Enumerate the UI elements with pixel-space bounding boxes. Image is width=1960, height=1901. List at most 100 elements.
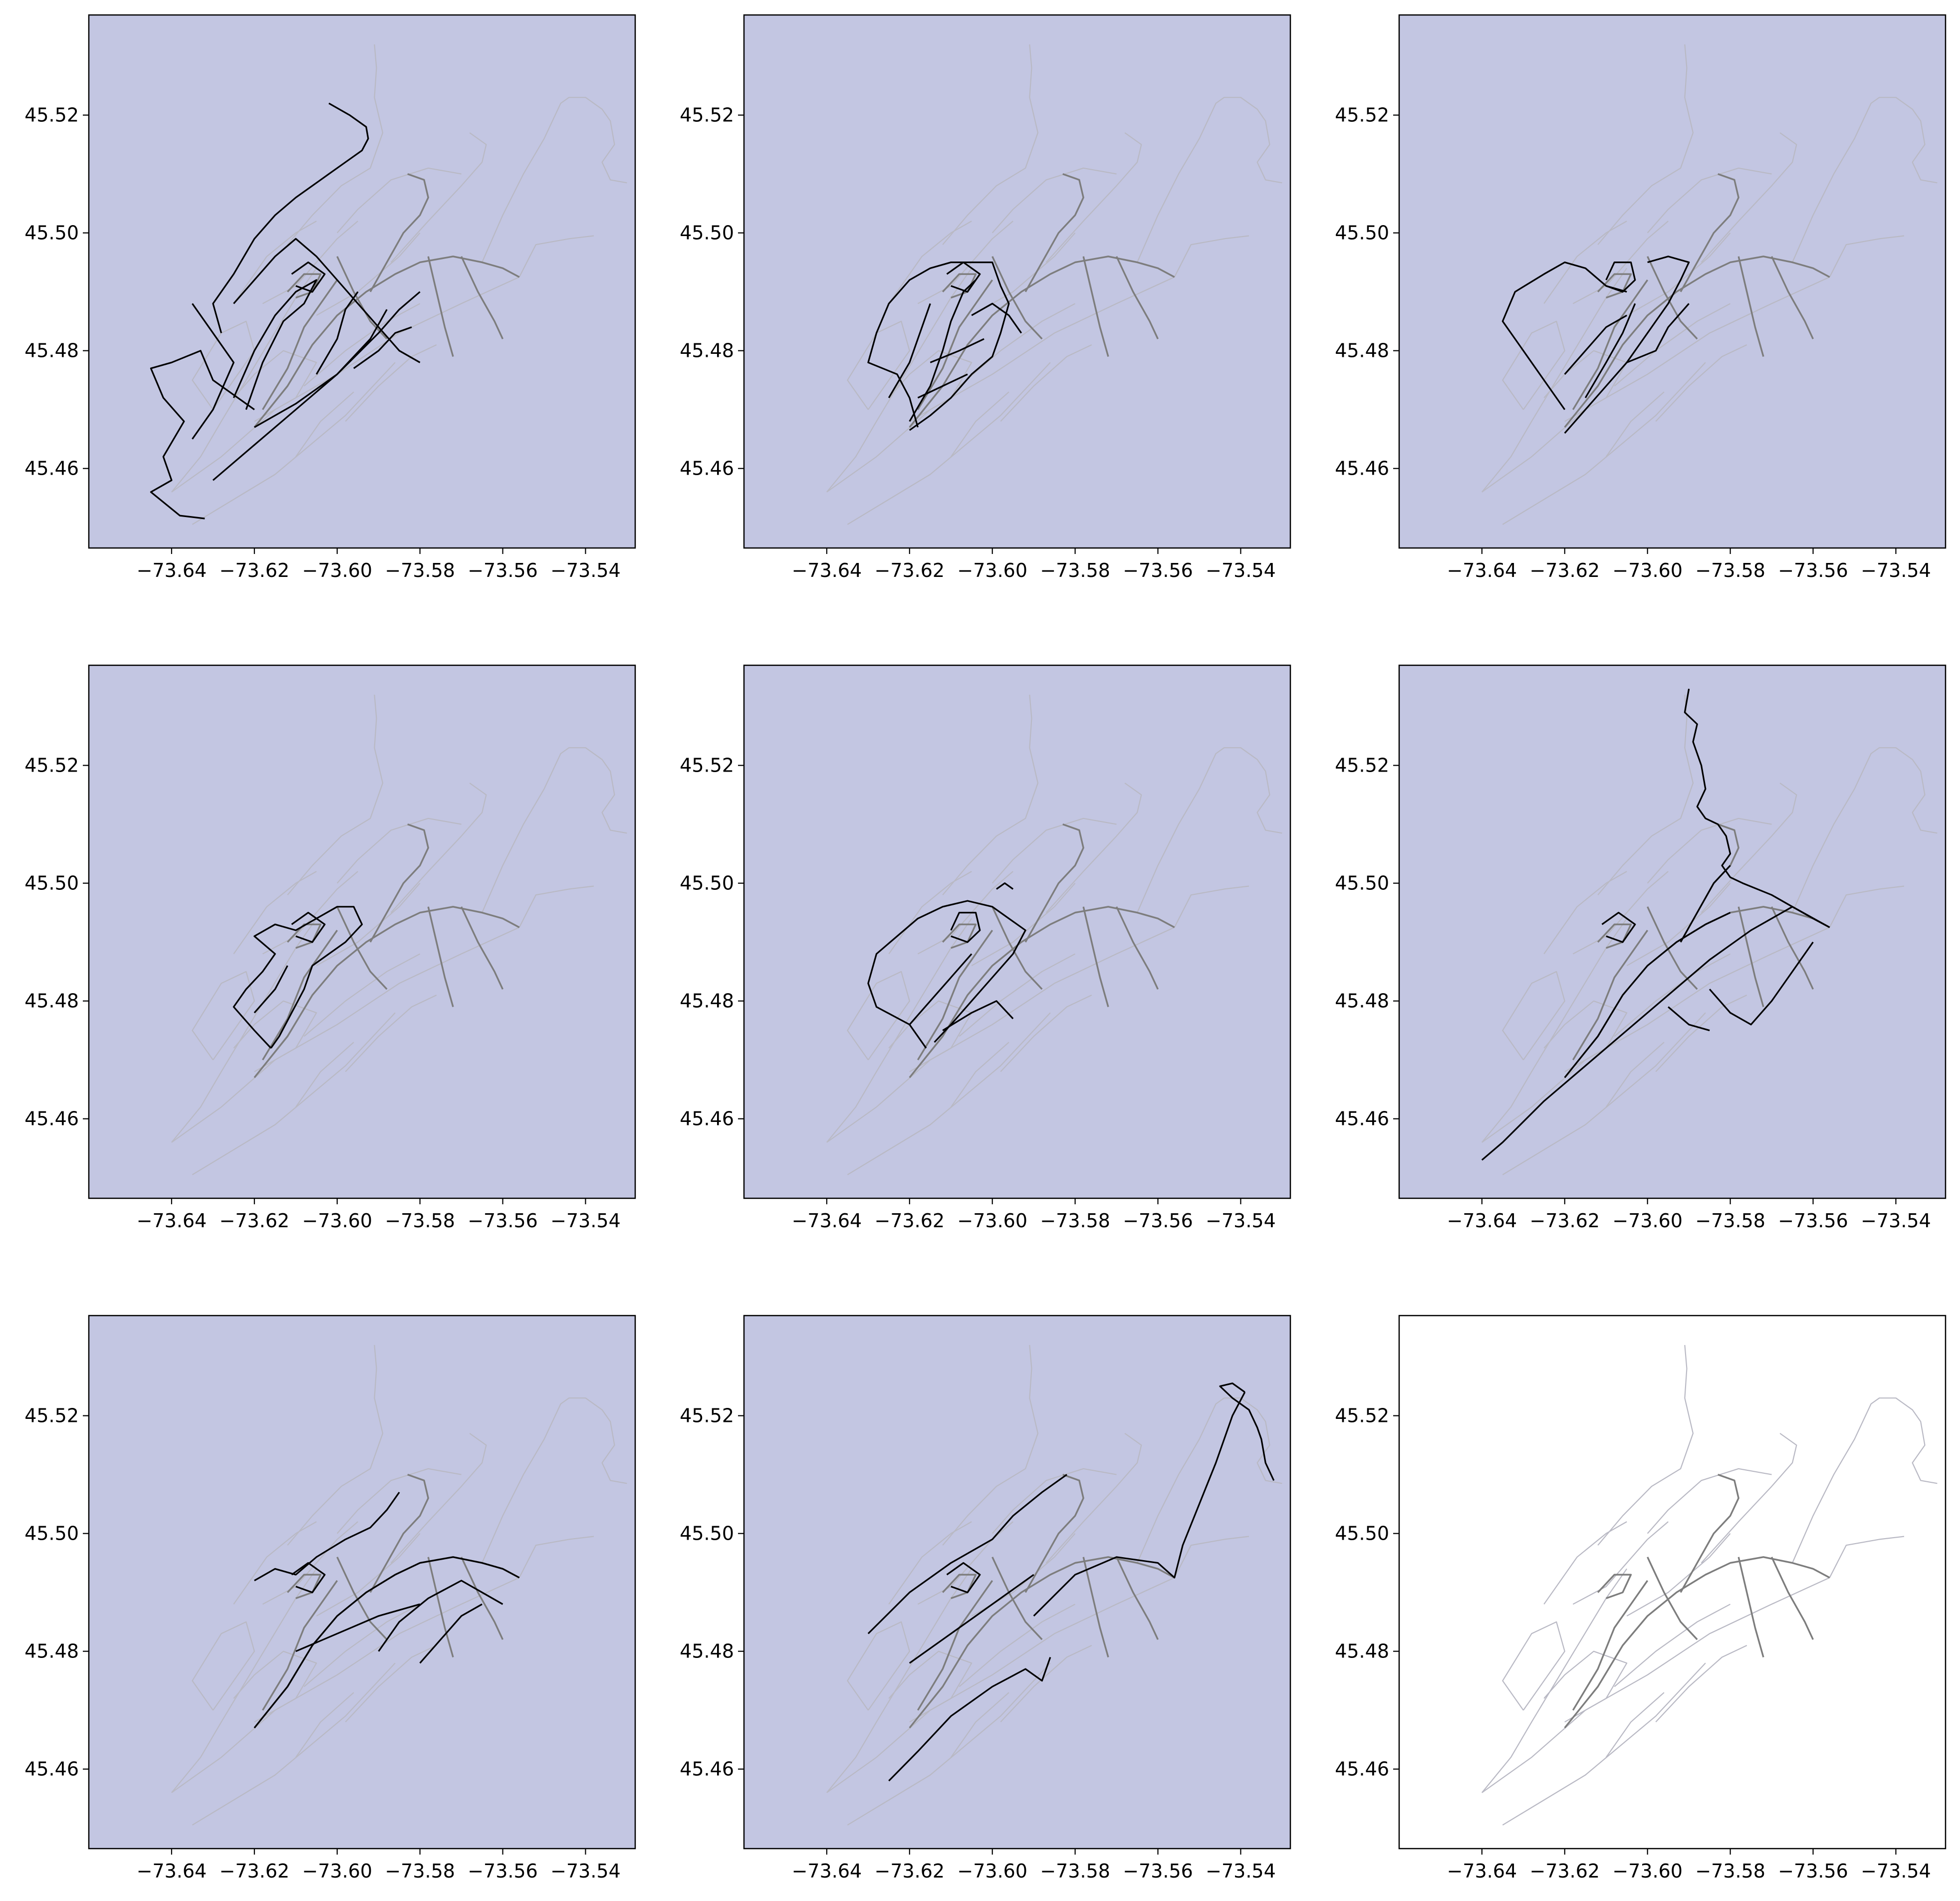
x-tick-label: −73.64: [792, 1860, 862, 1882]
frequent-route: [991, 906, 1043, 990]
background-route: [847, 971, 910, 1061]
frequent-route: [261, 279, 338, 410]
frequent-route: [1572, 1580, 1649, 1711]
background-route: [1572, 871, 1669, 955]
background-route: [295, 1042, 354, 1107]
x-tick-label: −73.58: [1695, 559, 1765, 581]
y-tick-label: 45.52: [1335, 755, 1389, 777]
background-route: [1597, 44, 1694, 245]
panel-grid: −73.64 −73.62 −73.60 −73.58 −73.56 −73.54 45.5…: [24, 14, 1947, 1882]
background-route: [991, 1468, 1117, 1534]
y-tick-label: 45.52: [680, 1405, 734, 1427]
track-layer: [826, 44, 1282, 525]
x-tick-label: −73.64: [1447, 559, 1517, 581]
background-route: [345, 1644, 437, 1723]
frequent-route: [1597, 923, 1632, 949]
map-panel-2: −73.64 −73.62 −73.60 −73.58 −73.56 −73.54 45.5…: [680, 14, 1291, 581]
background-route: [847, 1662, 1051, 1826]
frequent-route: [253, 256, 520, 428]
background-route: [1572, 1521, 1669, 1605]
highlighted-route: [909, 1574, 1034, 1664]
frequent-route: [369, 1473, 429, 1593]
x-tick-label: −73.56: [1123, 1860, 1193, 1882]
x-tick-label: −73.54: [1206, 1210, 1276, 1232]
highlighted-route: [253, 965, 288, 1014]
frequent-route: [1082, 256, 1109, 357]
highlighted-route: [253, 1556, 520, 1729]
frequent-route: [1771, 906, 1814, 990]
x-tick-label: −73.64: [137, 1860, 207, 1882]
background-route: [847, 362, 1051, 525]
frequent-route: [1572, 930, 1649, 1061]
frequent-route: [461, 906, 504, 990]
frequent-route: [427, 906, 454, 1007]
frequent-route: [261, 930, 338, 1061]
y-tick-label: 45.50: [1335, 1523, 1389, 1545]
frequent-route: [1597, 273, 1632, 299]
panel-background: [744, 15, 1290, 548]
frequent-route: [369, 173, 429, 292]
x-tick-label: −73.58: [385, 1210, 455, 1232]
background-route: [1502, 971, 1565, 1061]
y-tick-label: 45.46: [1335, 1758, 1389, 1780]
track-layer: [1481, 688, 1938, 1175]
x-tick-label: −73.56: [1778, 559, 1848, 581]
y-tick-label: 45.50: [24, 1523, 79, 1545]
background-route: [1614, 953, 1731, 1037]
background-route: [888, 1521, 972, 1605]
highlighted-route: [1584, 303, 1636, 398]
background-route: [1481, 927, 1830, 1143]
panel-background: [1399, 665, 1946, 1198]
frequent-route: [917, 279, 993, 410]
background-route: [171, 927, 520, 1143]
highlighted-route: [1684, 688, 1830, 928]
highlighted-route: [419, 1603, 483, 1664]
frequent-route: [461, 256, 504, 339]
x-tick-label: −73.62: [1529, 1210, 1600, 1232]
background-route: [287, 1345, 384, 1546]
background-route: [1137, 97, 1282, 263]
background-route: [917, 1521, 1013, 1605]
frequent-route: [1024, 1473, 1084, 1593]
background-route: [1829, 235, 1905, 277]
frequent-route: [286, 1574, 322, 1600]
x-tick-label: −73.64: [792, 559, 862, 581]
background-route: [1626, 882, 1731, 966]
y-tick-label: 45.52: [1335, 1405, 1389, 1427]
highlighted-route: [212, 102, 369, 333]
x-tick-label: −73.56: [468, 1860, 538, 1882]
highlighted-route: [1481, 906, 1830, 1161]
background-route: [888, 350, 973, 422]
y-tick-label: 45.52: [1335, 104, 1389, 126]
frequent-route: [1771, 1557, 1814, 1640]
y-tick-label: 45.52: [24, 1405, 79, 1427]
highlighted-route: [233, 279, 317, 410]
background-route: [1481, 276, 1830, 493]
background-route: [1481, 1577, 1830, 1793]
background-route: [303, 303, 421, 387]
background-route: [888, 1650, 973, 1723]
highlighted-route: [996, 882, 1014, 890]
highlighted-route: [150, 350, 255, 520]
background-route: [971, 882, 1076, 966]
x-tick-label: −73.60: [302, 1210, 372, 1232]
background-route: [233, 1650, 317, 1723]
highlighted-route: [291, 1562, 326, 1594]
frequent-route: [1647, 1557, 1698, 1640]
highlighted-route: [254, 1492, 400, 1582]
frequent-route: [286, 273, 322, 299]
x-tick-label: −73.64: [137, 559, 207, 581]
background-route: [390, 1433, 487, 1564]
background-route: [1597, 694, 1694, 895]
x-tick-label: −73.56: [1778, 1210, 1848, 1232]
frequent-route: [1082, 906, 1109, 1007]
background-route: [192, 1012, 396, 1175]
y-tick-label: 45.50: [1335, 222, 1389, 244]
background-route: [1502, 320, 1565, 410]
background-route: [336, 1468, 462, 1534]
x-tick-label: −73.58: [1695, 1860, 1765, 1882]
y-tick-label: 45.50: [24, 872, 79, 894]
background-route: [295, 1692, 354, 1758]
highlighted-route: [867, 262, 1010, 431]
y-tick-label: 45.46: [24, 458, 79, 480]
